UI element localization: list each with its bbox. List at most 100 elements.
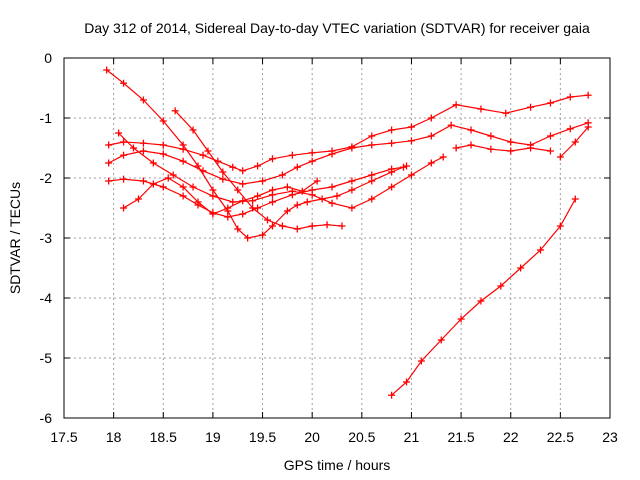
data-point	[388, 139, 396, 147]
data-point	[477, 297, 485, 305]
data-point	[328, 183, 336, 191]
data-point	[439, 153, 447, 161]
data-point	[368, 195, 376, 203]
data-point	[120, 79, 128, 87]
data-point	[452, 101, 460, 109]
data-point	[348, 186, 356, 194]
data-point	[467, 141, 475, 149]
data-point	[209, 192, 217, 200]
series-arc-6	[120, 174, 321, 218]
data-point	[179, 183, 187, 191]
data-point	[120, 175, 128, 183]
data-point	[566, 125, 574, 133]
data-point	[239, 180, 247, 188]
data-point	[308, 191, 316, 199]
data-point	[584, 91, 592, 99]
x-tick-label: 22	[503, 429, 519, 445]
y-tick-label: -5	[40, 350, 53, 366]
y-tick-label: -3	[40, 230, 53, 246]
data-point	[139, 96, 147, 104]
series-arc-2	[105, 91, 592, 175]
data-point	[179, 192, 187, 200]
x-tick-label: 21.5	[447, 429, 474, 445]
data-point	[288, 151, 296, 159]
data-point	[159, 150, 167, 158]
y-tick-label: 0	[44, 50, 52, 66]
data-point	[517, 264, 525, 272]
data-point	[546, 132, 554, 140]
data-point	[105, 159, 113, 167]
data-point	[402, 378, 410, 386]
data-point	[209, 210, 217, 218]
data-point	[467, 126, 475, 134]
data-point	[115, 129, 123, 137]
data-point	[303, 198, 311, 206]
series-trace	[118, 132, 444, 209]
data-point	[120, 151, 128, 159]
data-point	[283, 207, 291, 215]
series-arc-4	[105, 163, 408, 221]
x-tick-label: 23	[602, 429, 618, 445]
data-point	[234, 186, 242, 194]
series-arc-10	[388, 195, 579, 399]
data-point	[169, 171, 177, 179]
data-point	[507, 138, 515, 146]
series-arc-7	[171, 107, 346, 233]
series-arc-5	[115, 129, 447, 212]
data-point	[171, 107, 179, 115]
data-point	[259, 177, 267, 185]
y-tick-label: -2	[40, 170, 53, 186]
series-arc-3	[105, 119, 592, 188]
data-point	[105, 177, 113, 185]
data-point	[348, 204, 356, 212]
series-layer	[103, 66, 592, 399]
data-point	[584, 123, 592, 131]
data-point	[249, 204, 257, 212]
data-point	[368, 141, 376, 149]
series-arc-8	[452, 141, 554, 155]
ticks: 17.5 18 18.5 19 19.5 20 20.5 21 21.5 22 22.5 23 0 -1 -…	[40, 50, 618, 445]
data-point	[159, 117, 167, 125]
data-point	[268, 198, 276, 206]
x-tick-label: 19.5	[249, 429, 276, 445]
data-point	[487, 132, 495, 140]
data-point	[566, 93, 574, 101]
data-point	[164, 174, 172, 182]
data-point	[527, 144, 535, 152]
data-point	[537, 246, 545, 254]
data-point	[388, 391, 396, 399]
data-point	[328, 199, 336, 207]
x-tick-label: 19	[205, 429, 221, 445]
data-point	[333, 192, 341, 200]
data-point	[249, 197, 257, 205]
data-point	[139, 177, 147, 185]
data-point	[571, 195, 579, 203]
data-point	[244, 234, 252, 242]
data-point	[348, 177, 356, 185]
y-tick-label: -4	[40, 290, 53, 306]
data-point	[293, 163, 301, 171]
data-point	[268, 155, 276, 163]
data-point	[105, 141, 113, 149]
data-point	[120, 204, 128, 212]
series-arc-9	[556, 123, 592, 161]
data-point	[298, 187, 306, 195]
x-tick-label: 20	[304, 429, 320, 445]
data-point	[239, 210, 247, 218]
x-tick-label: 17.5	[50, 429, 77, 445]
data-point	[437, 336, 445, 344]
y-tick-label: -1	[40, 110, 53, 126]
data-point	[407, 123, 415, 131]
data-point	[556, 153, 564, 161]
data-point	[268, 222, 276, 230]
data-point	[427, 114, 435, 122]
data-point	[239, 167, 247, 175]
data-point	[159, 183, 167, 191]
data-point	[407, 171, 415, 179]
data-point	[293, 225, 301, 233]
data-point	[194, 198, 202, 206]
data-point	[388, 183, 396, 191]
data-point	[149, 159, 157, 167]
data-point	[417, 357, 425, 365]
data-point	[452, 144, 460, 152]
